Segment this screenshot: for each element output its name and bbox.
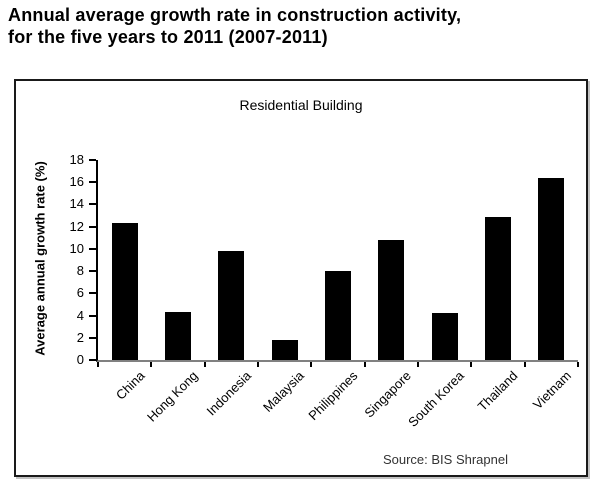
x-axis-tick <box>523 362 526 367</box>
page-title: Annual average growth rate in constructi… <box>8 5 462 47</box>
category-label-singapore: Singapore <box>361 368 414 421</box>
y-axis-tick-label: 2 <box>76 329 84 345</box>
category-label-philippines: Philippines <box>305 368 361 424</box>
bar-malaysia <box>271 340 298 360</box>
bar-philippines <box>325 271 351 360</box>
category-label-vietnam: Vietnam <box>529 368 574 413</box>
plot-area: 0 2 4 6 8 10 12 14 16 18 China Hong Kong Indonesia Ma… <box>70 152 579 430</box>
y-axis-tick-label: 12 <box>69 218 84 234</box>
x-axis-tick <box>310 362 313 367</box>
x-axis-tick <box>470 362 473 367</box>
bar-south-korea <box>431 313 458 360</box>
x-axis-tick <box>150 362 153 367</box>
bar-china <box>111 223 138 360</box>
category-label-malaysia: Malaysia <box>260 368 308 415</box>
x-axis-tick <box>257 362 259 367</box>
bar-singapore <box>378 240 405 360</box>
bar-indonesia <box>218 251 245 360</box>
y-axis-tick-label: 10 <box>69 240 84 256</box>
y-axis-tick <box>89 225 96 228</box>
category-label-south-korea: South Korea <box>405 368 468 430</box>
bar-thailand <box>485 216 511 360</box>
y-axis-tick-label: 8 <box>76 263 84 279</box>
y-axis-tick <box>89 159 96 161</box>
y-axis-title: Average annual growth rate (%) <box>32 161 48 356</box>
x-axis-tick <box>97 362 99 367</box>
y-axis-tick-label: 16 <box>69 174 84 190</box>
chart-subtitle: Residential Building <box>239 97 363 113</box>
x-axis-tick <box>203 362 206 367</box>
y-axis-tick <box>89 203 96 206</box>
y-axis-tick <box>89 247 96 250</box>
category-label-china: China <box>112 368 148 403</box>
y-axis-tick-label: 0 <box>76 352 84 367</box>
y-axis-tick <box>89 359 96 361</box>
y-axis-tick-label: 14 <box>69 196 84 212</box>
y-axis-tick-label: 4 <box>76 307 84 323</box>
y-axis-tick <box>89 292 96 295</box>
y-axis-tick-label: 6 <box>76 285 84 301</box>
category-label-hong-kong: Hong Kong <box>143 368 201 425</box>
category-label-indonesia: Indonesia <box>203 368 254 419</box>
y-axis-tick <box>89 336 96 339</box>
bar-hong-kong <box>165 312 191 360</box>
y-axis-tick <box>89 181 96 184</box>
chart-frame: Residential Building Average annual grow… <box>14 79 588 477</box>
y-axis-tick <box>89 270 96 273</box>
y-axis-tick <box>89 314 96 317</box>
x-axis-tick <box>417 362 419 367</box>
bar-vietnam <box>538 177 565 360</box>
category-label-thailand: Thailand <box>474 368 521 414</box>
y-axis-tick-label: 18 <box>69 152 84 167</box>
source-note: Source: BIS Shrapnel <box>382 452 508 467</box>
x-axis-tick <box>363 362 366 367</box>
x-axis-tick <box>577 362 579 367</box>
